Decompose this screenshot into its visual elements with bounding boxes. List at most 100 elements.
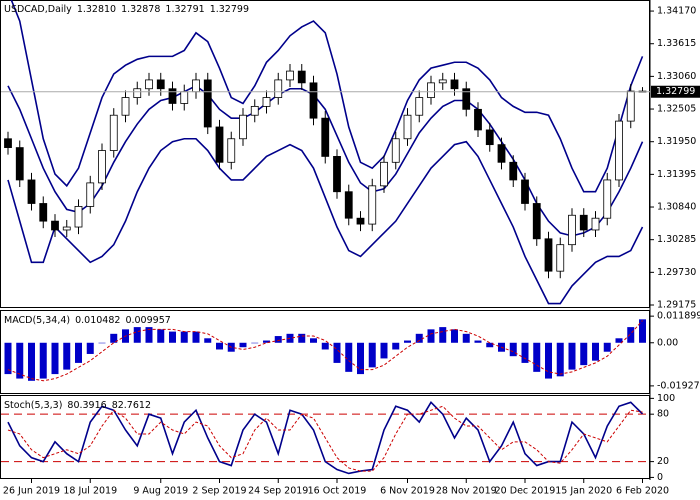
candle-body (415, 97, 424, 116)
candle-body (356, 217, 365, 225)
y-tick-label: 0 (657, 472, 663, 483)
macd-bar (4, 342, 12, 375)
y-tick-label: 20 (657, 456, 669, 467)
band-upper (10, 0, 644, 193)
candle-body (4, 138, 12, 148)
macd-signal (7, 320, 643, 382)
candle-body (521, 179, 529, 204)
candle-body (321, 117, 330, 157)
macd-bar (133, 327, 141, 343)
macd-bar (263, 340, 270, 343)
candle-body (368, 185, 377, 225)
header-text: 80.3916 (67, 400, 106, 411)
y-tick-label: 1.31395 (657, 169, 696, 180)
macd-bar (63, 342, 71, 370)
candle-body (121, 97, 130, 116)
macd-bar (392, 342, 400, 350)
header-text: 1.32791 (165, 4, 204, 15)
candle-body (15, 147, 24, 181)
macd-bar (321, 342, 329, 350)
candle-body (98, 150, 106, 184)
panel-header: MACD(5,34,4) 0.010482 0.009957 (4, 315, 171, 326)
x-tick-label: 26 Jun 2019 (3, 486, 60, 497)
candle-body (462, 88, 471, 110)
header-text: 0.010482 (75, 315, 120, 326)
candle-body (509, 161, 518, 181)
macd-bar (474, 340, 482, 343)
macd-bar (427, 329, 435, 343)
candle-body (403, 114, 412, 140)
macd-bar (404, 340, 411, 343)
candle-body (297, 70, 306, 84)
macd-bar (180, 331, 188, 343)
macd-bar (615, 338, 623, 343)
y-tick-label: 0.00 (657, 337, 678, 348)
macd-bar (251, 342, 259, 344)
header-text: 0.009957 (125, 315, 170, 326)
y-tick-label: 1.34170 (657, 6, 696, 17)
macd-bar (192, 331, 200, 343)
current-price-label: 1.32799 (656, 86, 695, 97)
macd-bar (239, 342, 247, 348)
candle-body (579, 214, 588, 231)
header-text: 1.32799 (210, 4, 249, 15)
macd-bar (439, 327, 447, 343)
candle-body (626, 90, 635, 122)
macd-bar (310, 338, 317, 343)
y-tick-label: 1.30840 (657, 202, 696, 213)
macd-bar (204, 338, 212, 343)
candle-body (286, 70, 294, 81)
macd-bar (533, 342, 541, 372)
y-tick-label: 0.011899 (657, 311, 700, 322)
candle-body (27, 179, 36, 204)
header-text: MACD(5,34,4) (4, 315, 70, 326)
band-lower (7, 137, 644, 305)
macd-bar (509, 342, 517, 357)
candle-body (438, 79, 447, 84)
macd-bar (28, 342, 35, 381)
candle-body (145, 79, 153, 90)
x-tick-label: 28 Nov 2019 (436, 486, 497, 497)
candle-body (450, 79, 459, 90)
macd-bar (415, 333, 423, 343)
macd-bar (357, 342, 364, 375)
y-tick-label: 1.31950 (657, 136, 696, 147)
header-text: USDCAD,Daily (4, 4, 72, 15)
candle-body (39, 203, 48, 222)
macd-bar (110, 333, 118, 343)
candle-body (344, 191, 353, 219)
y-tick-label: 1.29730 (657, 267, 696, 278)
macd-bar (333, 342, 341, 363)
candle-body (215, 126, 224, 163)
x-tick-label: 24 Sep 2019 (248, 486, 308, 497)
macd-bar (380, 342, 388, 359)
macd-bar (568, 342, 576, 370)
x-tick-label: 16 Oct 2019 (308, 486, 367, 497)
x-tick-label: 20 Dec 2019 (495, 486, 556, 497)
candle-body (168, 88, 177, 104)
macd-bar (216, 342, 223, 350)
header-text: Stoch(5,3,3) (4, 400, 62, 411)
macd-bar (627, 327, 635, 343)
candle-body (532, 203, 541, 240)
macd-bar (16, 342, 24, 379)
macd-bar (75, 342, 82, 363)
candle-body (180, 91, 189, 104)
y-tick-label: 80 (657, 409, 669, 420)
macd-bar (603, 342, 611, 352)
candle-body (591, 217, 600, 231)
y-tick-label: 1.33615 (657, 38, 696, 49)
macd-bar (298, 333, 306, 343)
stoch-signal (7, 405, 643, 472)
x-tick-label: 6 Feb 2020 (616, 486, 669, 497)
x-tick-label: 15 Jan 2020 (555, 486, 612, 497)
candle-body (497, 144, 506, 163)
candle-body (391, 138, 400, 163)
x-tick-label: 18 Jul 2019 (63, 486, 117, 497)
candle-body (156, 79, 165, 90)
candle-body (485, 129, 494, 146)
candle-body (333, 156, 341, 193)
macd-bar (86, 342, 94, 354)
candle-body (51, 220, 59, 231)
x-tick-label: 2 Sep 2019 (192, 486, 246, 497)
